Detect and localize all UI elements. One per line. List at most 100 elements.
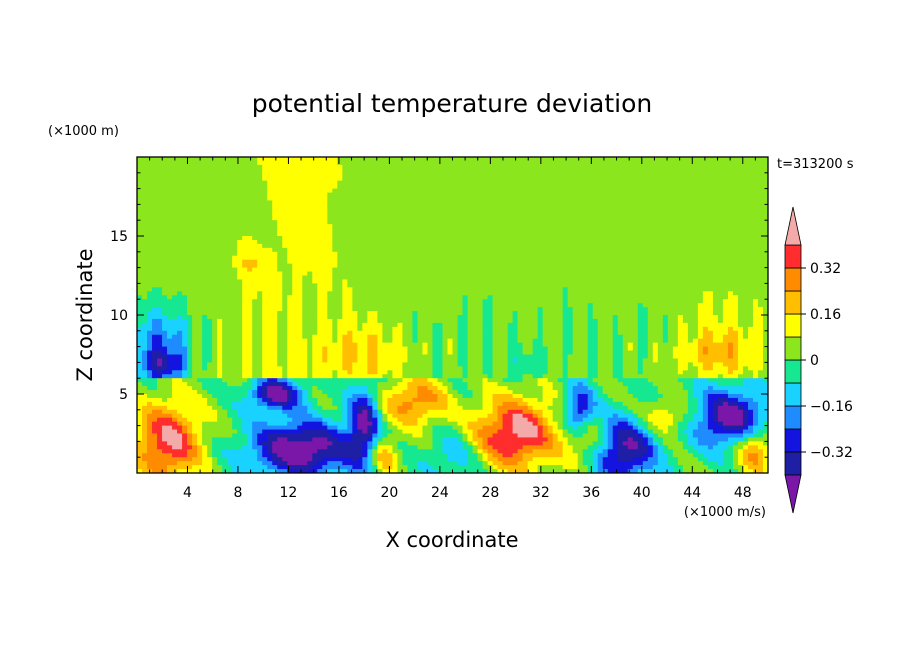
field-cell xyxy=(632,232,639,237)
field-cell xyxy=(592,295,599,300)
field-cell xyxy=(252,279,258,284)
field-cell xyxy=(277,255,283,261)
field-cell xyxy=(277,216,283,221)
field-cell xyxy=(727,208,734,213)
field-cell xyxy=(277,275,283,281)
field-cell xyxy=(532,216,539,221)
field-cell xyxy=(227,279,233,284)
field-cell xyxy=(212,279,218,284)
field-cell xyxy=(667,303,674,308)
field-cell xyxy=(202,208,208,213)
field-cell xyxy=(457,307,464,312)
field-cell xyxy=(512,232,519,237)
field-cell xyxy=(327,236,333,241)
field-cell xyxy=(362,303,368,308)
field-cell xyxy=(167,255,173,261)
field-cell xyxy=(337,267,343,273)
field-cell xyxy=(507,188,514,194)
field-cell xyxy=(707,287,714,292)
field-cell xyxy=(457,196,464,202)
field-cell xyxy=(762,224,768,229)
field-cell xyxy=(642,259,649,265)
field-cell xyxy=(747,239,754,245)
field-cell xyxy=(157,160,163,166)
field-cell xyxy=(257,164,263,170)
field-cell xyxy=(712,295,719,300)
field-cell xyxy=(622,224,629,229)
field-cell xyxy=(222,239,228,245)
field-cell xyxy=(602,251,609,257)
field-cell xyxy=(227,200,233,205)
field-cell xyxy=(217,172,223,178)
field-cell xyxy=(367,267,373,273)
field-cell xyxy=(412,176,419,182)
field-cell xyxy=(287,216,293,221)
field-cell xyxy=(732,157,739,162)
field-cell xyxy=(747,157,754,162)
field-cell xyxy=(232,212,238,217)
field-cell xyxy=(537,184,544,190)
field-cell xyxy=(367,196,373,202)
field-cell xyxy=(312,236,318,241)
field-cell xyxy=(692,160,699,166)
field-cell xyxy=(702,216,709,221)
field-cell xyxy=(162,224,168,229)
field-cell xyxy=(657,239,664,245)
field-cell xyxy=(307,228,313,233)
field-cell xyxy=(457,232,464,237)
field-cell xyxy=(187,180,193,186)
field-cell xyxy=(377,157,383,162)
field-cell xyxy=(277,232,283,237)
field-cell xyxy=(677,263,684,269)
field-cell xyxy=(497,160,504,166)
field-cell xyxy=(397,311,404,316)
field-cell xyxy=(647,251,654,257)
field-cell xyxy=(512,239,519,245)
field-cell xyxy=(682,192,689,198)
field-cell xyxy=(317,279,323,284)
field-cell xyxy=(572,184,579,190)
field-cell xyxy=(637,291,644,296)
field-cell xyxy=(492,259,499,265)
field-cell xyxy=(707,180,714,186)
field-cell xyxy=(202,263,208,269)
field-cell xyxy=(282,196,288,202)
field-cell xyxy=(212,259,218,265)
field-cell xyxy=(632,267,639,273)
field-cell xyxy=(587,263,594,269)
field-cell xyxy=(362,239,368,245)
field-cell xyxy=(582,303,589,308)
field-cell xyxy=(202,192,208,198)
field-cell xyxy=(287,291,293,296)
field-cell xyxy=(242,157,248,162)
field-cell xyxy=(742,255,749,261)
field-cell xyxy=(442,239,449,245)
field-cell xyxy=(262,196,268,202)
field-cell xyxy=(727,224,734,229)
field-cell xyxy=(402,303,409,308)
field-cell xyxy=(677,291,684,296)
field-cell xyxy=(197,291,203,296)
field-cell xyxy=(142,287,148,292)
field-cell xyxy=(467,303,474,308)
field-cell xyxy=(592,247,599,253)
field-cell xyxy=(572,224,579,229)
field-cell xyxy=(357,236,363,241)
field-cell xyxy=(607,283,614,288)
field-cell xyxy=(222,279,228,284)
field-cell xyxy=(347,168,353,174)
field-cell xyxy=(402,228,409,233)
field-cell xyxy=(237,311,243,316)
field-cell xyxy=(657,168,664,174)
field-cell xyxy=(712,228,719,233)
field-cell xyxy=(717,192,724,198)
field-cell xyxy=(372,287,378,292)
field-cell xyxy=(507,208,514,213)
field-cell xyxy=(612,164,619,170)
field-cell xyxy=(312,172,318,178)
field-cell xyxy=(147,160,153,166)
field-cell xyxy=(357,220,363,225)
field-cell xyxy=(757,216,764,221)
field-cell xyxy=(307,243,313,249)
field-cell xyxy=(302,232,308,237)
